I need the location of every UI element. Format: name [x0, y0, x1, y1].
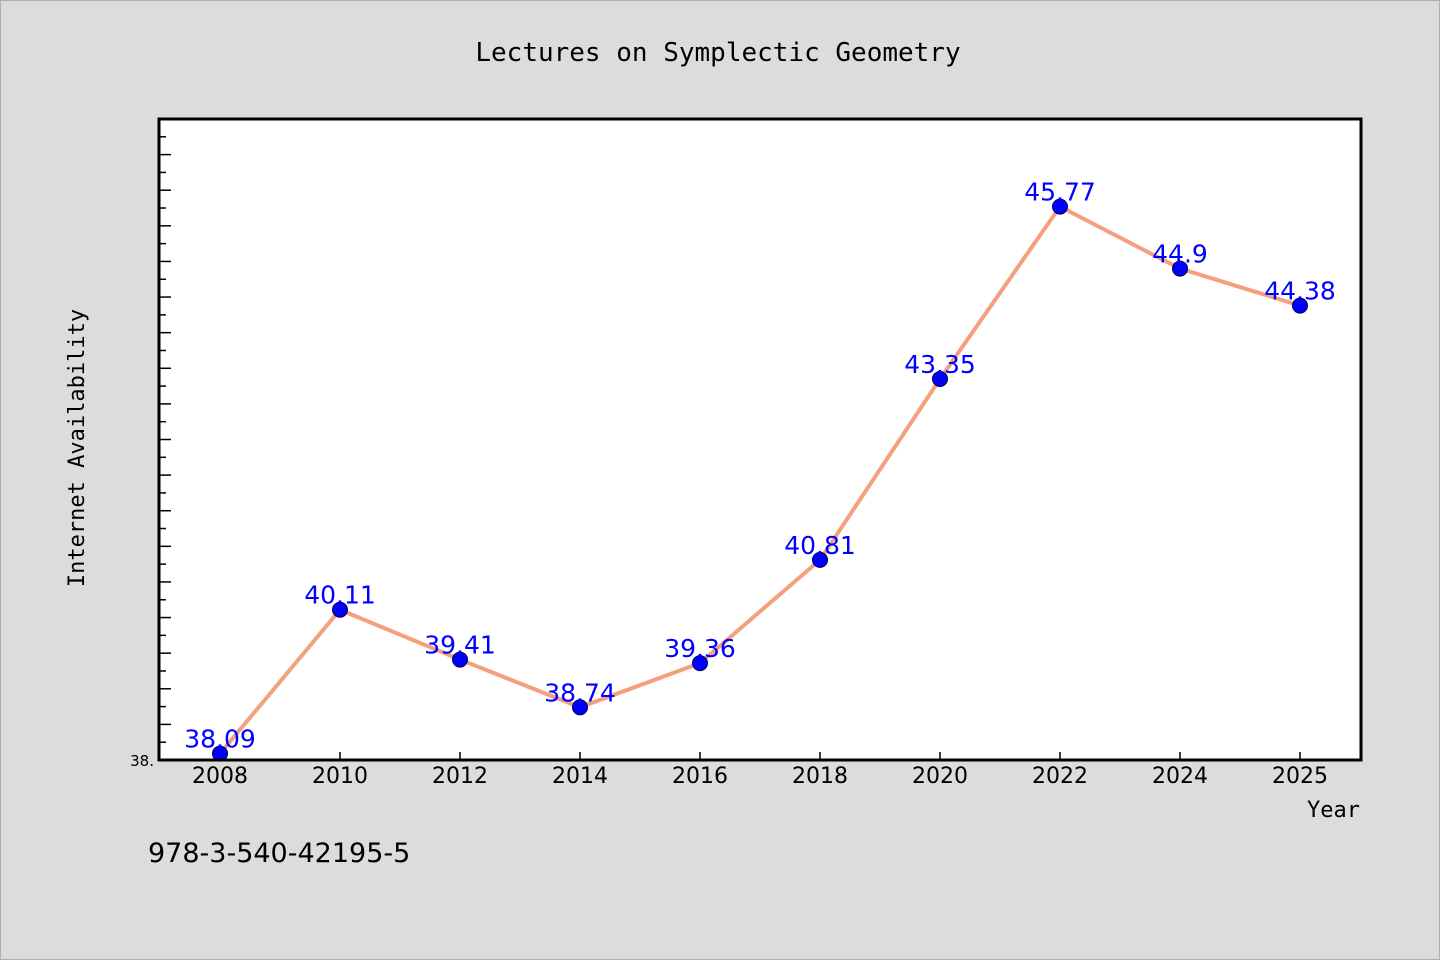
isbn-footnote: 978-3-540-42195-5: [148, 838, 410, 869]
data-point: [1172, 260, 1188, 277]
x-tick-label: 2018: [792, 764, 848, 789]
x-tick-label: 2008: [192, 764, 248, 789]
x-tick-label: 2025: [1272, 764, 1328, 789]
data-label: 39.41: [424, 631, 496, 660]
series-line-group: [218, 204, 1301, 755]
data-point: [692, 655, 708, 672]
x-tick-label: 2016: [672, 764, 728, 789]
data-point: [572, 699, 588, 716]
x-tick-label: 2024: [1152, 764, 1208, 789]
data-label: 43.35: [904, 350, 976, 379]
x-tick-label: 2014: [552, 764, 608, 789]
data-label: 40.11: [304, 581, 376, 610]
plot-border: [157, 117, 1363, 762]
data-label: 38.09: [184, 725, 256, 754]
data-label: 44.9: [1152, 240, 1208, 269]
x-tick-label: 2022: [1032, 764, 1088, 789]
chart-title: Lectures on Symplectic Geometry: [475, 38, 960, 68]
data-markers: [212, 198, 1308, 762]
data-point: [1292, 297, 1308, 314]
y-tick-label: 38.: [130, 752, 154, 770]
data-label: 39.36: [664, 634, 736, 663]
x-tick-label: 2010: [312, 764, 368, 789]
data-label: 38.74: [544, 678, 616, 707]
data-point: [452, 651, 468, 668]
data-label: 40.81: [784, 531, 856, 560]
data-point: [812, 551, 828, 568]
x-axis-label: Year: [1307, 798, 1360, 823]
x-axis-ticks: 2008 2010 2012 2014 2016 2018 2020 2022 2024 2025: [192, 752, 1328, 789]
data-point: [1052, 198, 1068, 215]
plot-area: [159, 119, 1361, 760]
data-point: [932, 370, 948, 387]
y-axis-label: Internet Availability: [65, 309, 90, 587]
data-point: [332, 601, 348, 618]
data-label: 45.77: [1024, 178, 1096, 207]
series-line: [218, 204, 1301, 755]
x-tick-label: 2012: [432, 764, 488, 789]
data-labels: 38.09 40.11 39.41 38.74 39.36 40.81 43.35 45.77…: [184, 178, 1336, 754]
x-tick-label: 2020: [912, 764, 968, 789]
data-label: 44.38: [1264, 277, 1336, 306]
